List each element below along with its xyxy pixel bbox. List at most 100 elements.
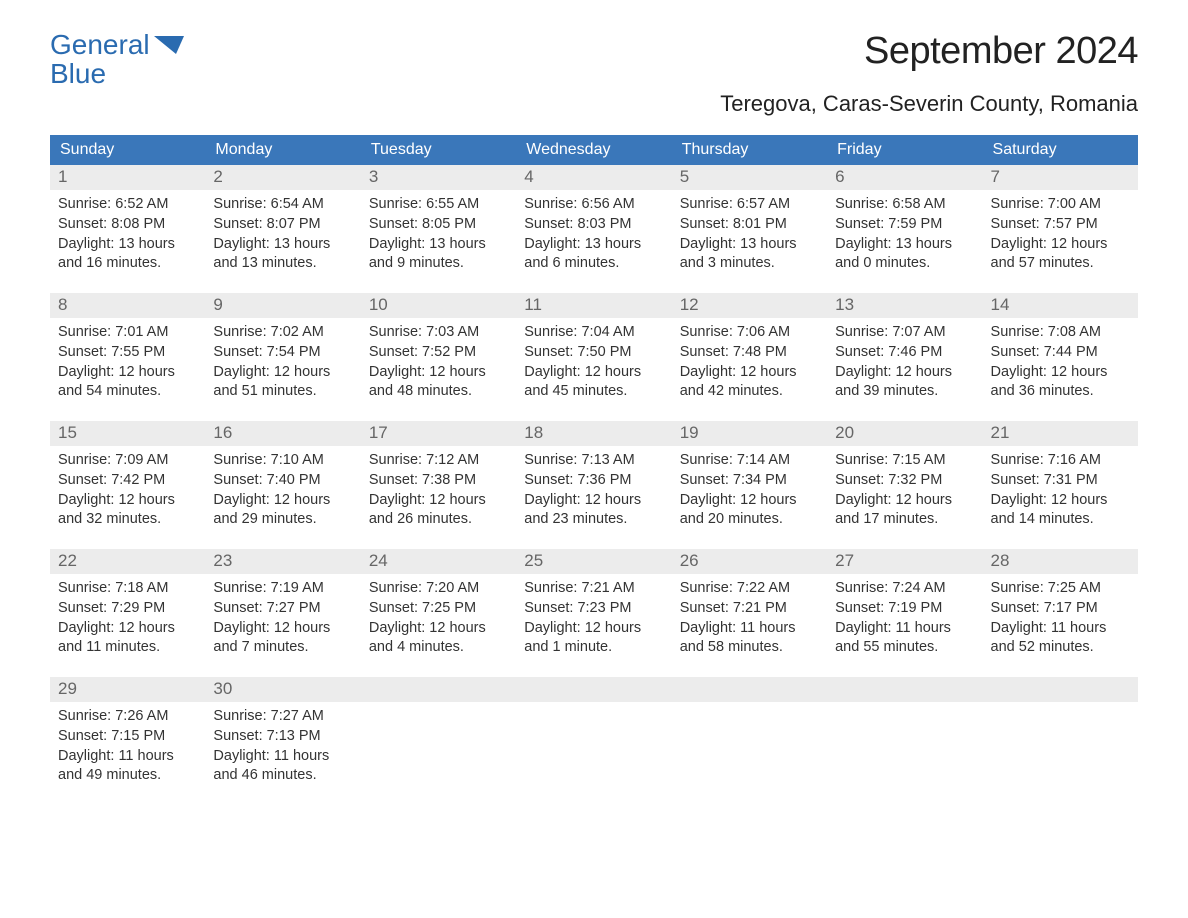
- calendar-day-cell: 2Sunrise: 6:54 AMSunset: 8:07 PMDaylight…: [205, 165, 360, 293]
- calendar-day-cell: 15Sunrise: 7:09 AMSunset: 7:42 PMDayligh…: [50, 421, 205, 549]
- day-number: 27: [827, 549, 982, 574]
- sunrise-line: Sunrise: 7:06 AM: [680, 323, 819, 343]
- day-number: 25: [516, 549, 671, 574]
- day-details: Sunrise: 7:06 AMSunset: 7:48 PMDaylight:…: [672, 318, 827, 409]
- calendar-day-cell: 25Sunrise: 7:21 AMSunset: 7:23 PMDayligh…: [516, 549, 671, 677]
- day-details: Sunrise: 6:52 AMSunset: 8:08 PMDaylight:…: [50, 190, 205, 281]
- daylight-line: Daylight: 12 hours and 39 minutes.: [835, 363, 974, 402]
- calendar-day-cell: 29Sunrise: 7:26 AMSunset: 7:15 PMDayligh…: [50, 677, 205, 805]
- calendar-day-cell: 8Sunrise: 7:01 AMSunset: 7:55 PMDaylight…: [50, 293, 205, 421]
- daylight-line: Daylight: 12 hours and 17 minutes.: [835, 491, 974, 530]
- day-number: 22: [50, 549, 205, 574]
- sunset-line: Sunset: 7:31 PM: [991, 471, 1130, 491]
- day-details: Sunrise: 7:02 AMSunset: 7:54 PMDaylight:…: [205, 318, 360, 409]
- sunrise-line: Sunrise: 6:55 AM: [369, 195, 508, 215]
- sunrise-line: Sunrise: 7:08 AM: [991, 323, 1130, 343]
- calendar-day-cell: 20 Sunrise: 7:15 AMSunset: 7:32 PMDayligh…: [827, 421, 982, 549]
- calendar-week-row: 1Sunrise: 6:52 AMSunset: 8:08 PMDaylight…: [50, 165, 1138, 293]
- sunrise-line: Sunrise: 6:56 AM: [524, 195, 663, 215]
- daylight-line: Daylight: 13 hours and 9 minutes.: [369, 235, 508, 274]
- day-details: Sunrise: 7:25 AMSunset: 7:17 PMDaylight:…: [983, 574, 1138, 665]
- sunrise-line: Sunrise: 7:03 AM: [369, 323, 508, 343]
- day-details: Sunrise: 7:07 AMSunset: 7:46 PMDaylight:…: [827, 318, 982, 409]
- day-details: Sunrise: 6:56 AMSunset: 8:03 PMDaylight:…: [516, 190, 671, 281]
- day-number: 3: [361, 165, 516, 190]
- daylight-line: Daylight: 12 hours and 20 minutes.: [680, 491, 819, 530]
- day-details: Sunrise: 7:27 AMSunset: 7:13 PMDaylight:…: [205, 702, 360, 793]
- sunset-line: Sunset: 7:25 PM: [369, 599, 508, 619]
- sunset-line: Sunset: 7:36 PM: [524, 471, 663, 491]
- weekday-header: Monday: [205, 135, 360, 165]
- calendar-day-cell: 22Sunrise: 7:18 AMSunset: 7:29 PMDayligh…: [50, 549, 205, 677]
- calendar-week-row: 22Sunrise: 7:18 AMSunset: 7:29 PMDayligh…: [50, 549, 1138, 677]
- day-number: 24: [361, 549, 516, 574]
- day-number: 17: [361, 421, 516, 446]
- sunrise-line: Sunrise: 7:15 AM: [835, 451, 974, 471]
- sunset-line: Sunset: 8:07 PM: [213, 215, 352, 235]
- sunrise-line: Sunrise: 7:19 AM: [213, 579, 352, 599]
- daylight-line: Daylight: 12 hours and 51 minutes.: [213, 363, 352, 402]
- sunrise-line: Sunrise: 7:14 AM: [680, 451, 819, 471]
- sunset-line: Sunset: 7:17 PM: [991, 599, 1130, 619]
- day-details: Sunrise: 7:01 AMSunset: 7:55 PMDaylight:…: [50, 318, 205, 409]
- sunrise-line: Sunrise: 7:21 AM: [524, 579, 663, 599]
- day-number: [672, 677, 827, 702]
- day-details: Sunrise: 7:00 AMSunset: 7:57 PMDaylight:…: [983, 190, 1138, 281]
- logo: General Blue: [50, 30, 184, 89]
- daylight-line: Daylight: 13 hours and 6 minutes.: [524, 235, 663, 274]
- day-number: 7: [983, 165, 1138, 190]
- day-number: 19: [672, 421, 827, 446]
- calendar-table: SundayMondayTuesdayWednesdayThursdayFrid…: [50, 135, 1138, 805]
- sunset-line: Sunset: 7:55 PM: [58, 343, 197, 363]
- sunrise-line: Sunrise: 7:22 AM: [680, 579, 819, 599]
- calendar-day-cell: 6Sunrise: 6:58 AMSunset: 7:59 PMDaylight…: [827, 165, 982, 293]
- day-number: 20: [827, 421, 982, 446]
- calendar-day-cell: 14Sunrise: 7:08 AMSunset: 7:44 PMDayligh…: [983, 293, 1138, 421]
- sunrise-line: Sunrise: 7:18 AM: [58, 579, 197, 599]
- sunset-line: Sunset: 7:15 PM: [58, 727, 197, 747]
- calendar-day-cell: 23Sunrise: 7:19 AMSunset: 7:27 PMDayligh…: [205, 549, 360, 677]
- calendar-week-row: 8Sunrise: 7:01 AMSunset: 7:55 PMDaylight…: [50, 293, 1138, 421]
- day-details: Sunrise: 7:20 AMSunset: 7:25 PMDaylight:…: [361, 574, 516, 665]
- sunset-line: Sunset: 7:59 PM: [835, 215, 974, 235]
- calendar-day-cell: 9Sunrise: 7:02 AMSunset: 7:54 PMDaylight…: [205, 293, 360, 421]
- day-number: 13: [827, 293, 982, 318]
- daylight-line: Daylight: 11 hours and 58 minutes.: [680, 619, 819, 658]
- logo-text-line1: General: [50, 30, 150, 59]
- calendar-day-cell: 17Sunrise: 7:12 AMSunset: 7:38 PMDayligh…: [361, 421, 516, 549]
- day-details: Sunrise: 7:09 AMSunset: 7:42 PMDaylight:…: [50, 446, 205, 537]
- daylight-line: Daylight: 12 hours and 45 minutes.: [524, 363, 663, 402]
- sunset-line: Sunset: 8:08 PM: [58, 215, 197, 235]
- calendar-day-cell: 7Sunrise: 7:00 AMSunset: 7:57 PMDaylight…: [983, 165, 1138, 293]
- sunrise-line: Sunrise: 6:58 AM: [835, 195, 974, 215]
- daylight-line: Daylight: 13 hours and 16 minutes.: [58, 235, 197, 274]
- day-details: Sunrise: 7:10 AMSunset: 7:40 PMDaylight:…: [205, 446, 360, 537]
- logo-text-line2: Blue: [50, 59, 184, 88]
- day-number: 28: [983, 549, 1138, 574]
- daylight-line: Daylight: 12 hours and 32 minutes.: [58, 491, 197, 530]
- calendar-day-cell: 28Sunrise: 7:25 AMSunset: 7:17 PMDayligh…: [983, 549, 1138, 677]
- sunset-line: Sunset: 7:21 PM: [680, 599, 819, 619]
- sunset-line: Sunset: 7:32 PM: [835, 471, 974, 491]
- sunrise-line: Sunrise: 7:16 AM: [991, 451, 1130, 471]
- weekday-header: Thursday: [672, 135, 827, 165]
- sunrise-line: Sunrise: 7:25 AM: [991, 579, 1130, 599]
- weekday-header: Friday: [827, 135, 982, 165]
- sunset-line: Sunset: 8:03 PM: [524, 215, 663, 235]
- month-title: September 2024: [720, 30, 1138, 73]
- sunset-line: Sunset: 8:01 PM: [680, 215, 819, 235]
- sunset-line: Sunset: 7:52 PM: [369, 343, 508, 363]
- day-number: [827, 677, 982, 702]
- calendar-day-cell: 24Sunrise: 7:20 AMSunset: 7:25 PMDayligh…: [361, 549, 516, 677]
- day-number: [361, 677, 516, 702]
- day-details: Sunrise: 7:22 AMSunset: 7:21 PMDaylight:…: [672, 574, 827, 665]
- day-number: 16: [205, 421, 360, 446]
- day-number: 11: [516, 293, 671, 318]
- daylight-line: Daylight: 12 hours and 14 minutes.: [991, 491, 1130, 530]
- calendar-day-cell: 12Sunrise: 7:06 AMSunset: 7:48 PMDayligh…: [672, 293, 827, 421]
- sunset-line: Sunset: 7:34 PM: [680, 471, 819, 491]
- day-details: Sunrise: 7:04 AMSunset: 7:50 PMDaylight:…: [516, 318, 671, 409]
- sunset-line: Sunset: 7:13 PM: [213, 727, 352, 747]
- day-details: Sunrise: 6:58 AMSunset: 7:59 PMDaylight:…: [827, 190, 982, 281]
- daylight-line: Daylight: 13 hours and 13 minutes.: [213, 235, 352, 274]
